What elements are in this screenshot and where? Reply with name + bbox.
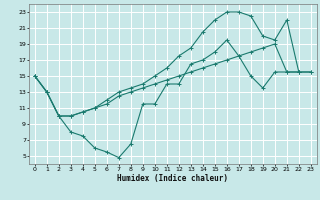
X-axis label: Humidex (Indice chaleur): Humidex (Indice chaleur) xyxy=(117,174,228,183)
